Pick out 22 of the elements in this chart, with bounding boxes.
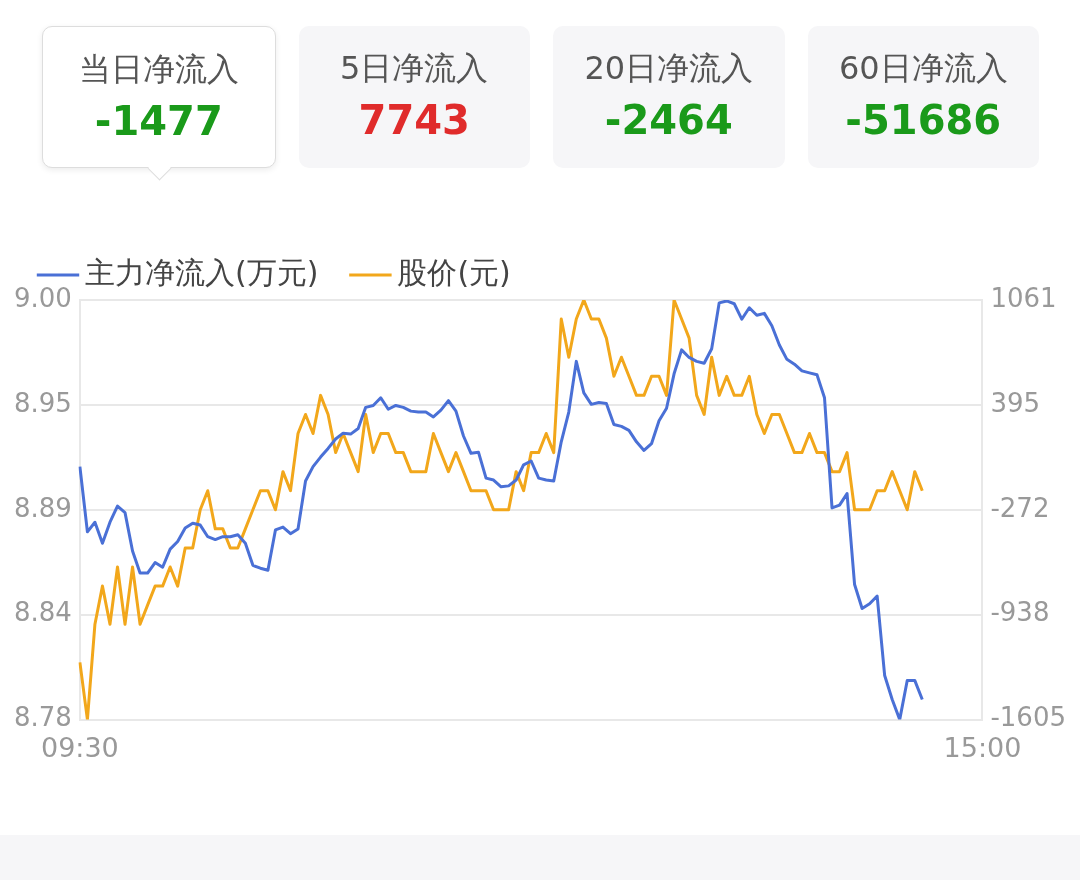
y2-tick-label: -1605 — [990, 702, 1067, 733]
data-label: -1477 — [93, 97, 224, 146]
category-label: 60日净流入 — [837, 48, 1009, 88]
y2-tick-label: 395 — [990, 387, 1041, 418]
y2-tick-label: -938 — [990, 597, 1050, 628]
legend-label: 股价(元) — [397, 254, 511, 290]
legend-label: 主力净流入(万元) — [85, 254, 319, 290]
y2-tick-label: -272 — [990, 492, 1050, 523]
y-tick-label: 8.89 — [14, 492, 72, 523]
data-label: -51686 — [844, 96, 1003, 145]
x-tick-label: 09:30 — [40, 731, 119, 763]
y-tick-label: 9.00 — [14, 282, 72, 313]
data-label: 7743 — [357, 96, 471, 145]
x-tick-label: 15:00 — [943, 731, 1022, 763]
y-tick-label: 8.95 — [14, 387, 72, 418]
category-label: 当日净流入 — [77, 49, 240, 89]
y-tick-label: 8.78 — [14, 702, 72, 733]
category-label: 5日净流入 — [339, 48, 490, 88]
category-label: 20日净流入 — [583, 48, 755, 88]
y2-tick-label: 1061 — [990, 282, 1057, 313]
y-tick-label: 8.84 — [14, 597, 72, 628]
data-label: -2464 — [603, 96, 734, 145]
